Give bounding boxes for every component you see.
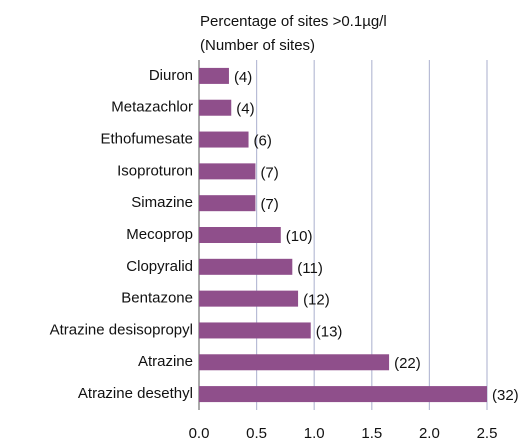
data-label: (32): [492, 387, 519, 404]
data-label: (4): [234, 69, 252, 86]
y-tick-label: Bentazone: [121, 290, 193, 307]
data-label: (13): [316, 323, 343, 340]
data-label: (4): [236, 101, 254, 118]
x-tick-label: 2.5: [477, 425, 498, 441]
y-tick-label: Atrazine: [138, 353, 193, 370]
axis-label: Percentage of sites >0.1µg/l: [200, 13, 387, 30]
x-tick-label: 1.0: [304, 425, 325, 441]
y-tick-label: Diuron: [149, 67, 193, 84]
x-tick-label: 0.5: [246, 425, 267, 441]
data-label: (7): [260, 164, 278, 181]
x-tick-label: 2.0: [419, 425, 440, 441]
data-label: (6): [254, 133, 272, 150]
bar: [199, 227, 281, 243]
y-tick-label: Clopyralid: [126, 258, 193, 275]
bar: [199, 386, 487, 403]
y-tick-label: Ethofumesate: [100, 131, 193, 148]
data-label: (11): [297, 260, 323, 277]
x-tick-label: 0.0: [189, 425, 210, 441]
data-label: (12): [303, 292, 330, 309]
bar: [199, 163, 256, 180]
axis-label: (Number of sites): [200, 37, 315, 54]
y-tick-label: Mecoprop: [126, 226, 193, 243]
data-label: (7): [260, 196, 278, 213]
bar: [199, 99, 232, 116]
bar: [199, 131, 249, 148]
bar: [199, 322, 311, 339]
data-label: (22): [394, 355, 421, 372]
y-tick-label: Atrazine desethyl: [78, 385, 193, 402]
y-tick-label: Isoproturon: [117, 162, 193, 179]
bar: [199, 258, 293, 275]
bar: [199, 67, 229, 84]
y-tick-label: Metazachlor: [111, 99, 193, 116]
x-tick-label: 1.5: [361, 425, 382, 441]
bar: [199, 195, 256, 212]
bar: [199, 354, 390, 371]
data-label: (10): [286, 228, 313, 245]
bar: [199, 290, 299, 307]
y-tick-label: Simazine: [131, 194, 193, 211]
y-tick-label: Atrazine desisopropyl: [50, 321, 193, 338]
